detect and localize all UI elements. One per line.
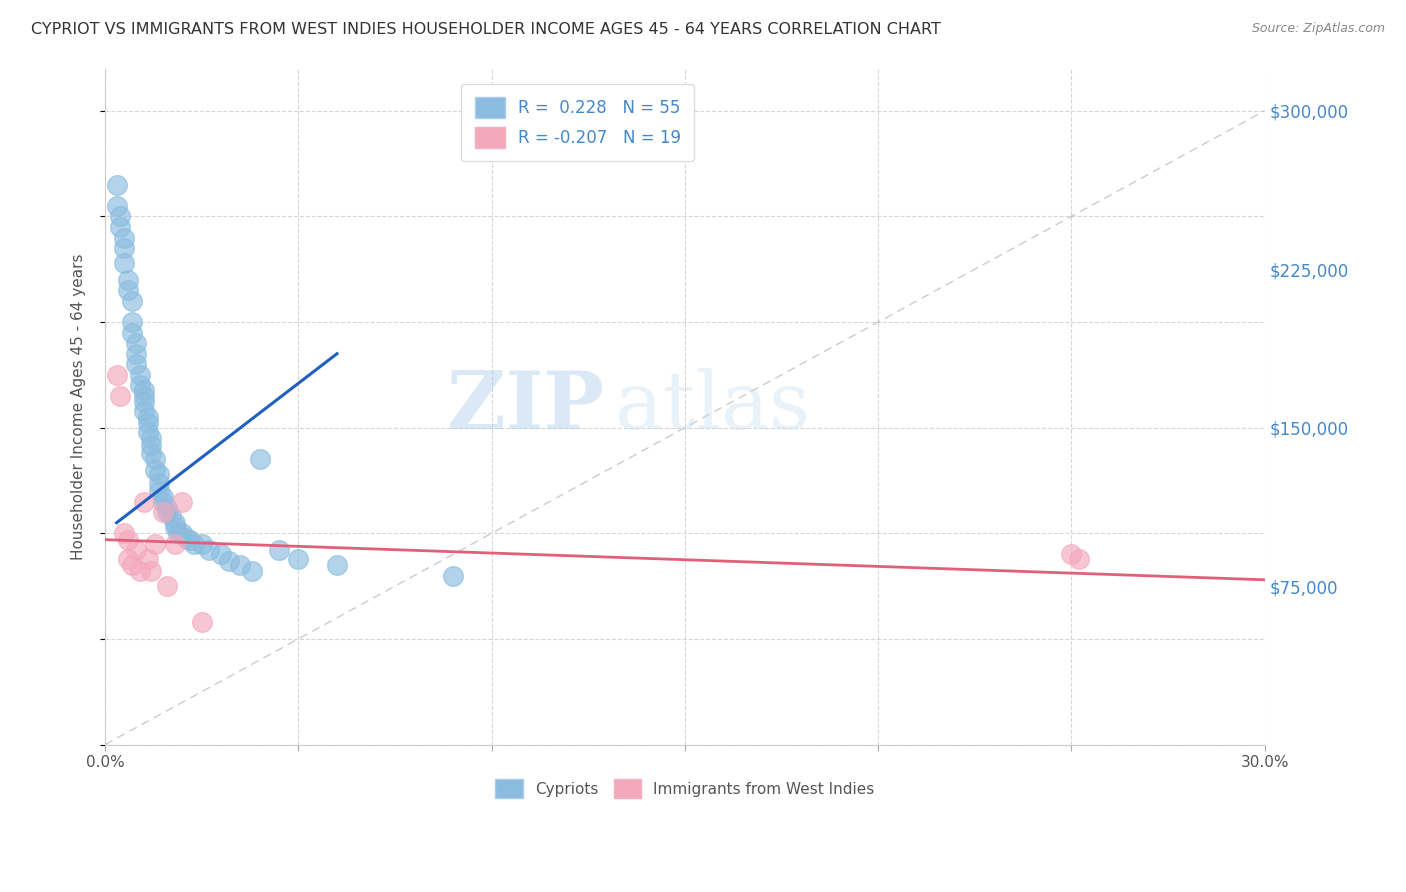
Point <box>136 417 159 431</box>
Point <box>152 505 174 519</box>
Point <box>229 558 252 572</box>
Point <box>125 543 148 558</box>
Point <box>136 551 159 566</box>
Point <box>163 520 186 534</box>
Point <box>190 615 212 629</box>
Point <box>117 551 139 566</box>
Point <box>132 395 155 409</box>
Point <box>125 336 148 351</box>
Point <box>105 178 128 192</box>
Point <box>267 543 290 558</box>
Point <box>117 284 139 298</box>
Point <box>148 467 170 482</box>
Point <box>198 543 221 558</box>
Point <box>121 558 143 572</box>
Point <box>441 568 464 582</box>
Point <box>132 404 155 418</box>
Point <box>143 463 166 477</box>
Text: Source: ZipAtlas.com: Source: ZipAtlas.com <box>1251 22 1385 36</box>
Point <box>141 565 163 579</box>
Point <box>141 437 163 451</box>
Point <box>110 389 132 403</box>
Point <box>287 551 309 566</box>
Point <box>148 475 170 490</box>
Point <box>156 505 179 519</box>
Text: CYPRIOT VS IMMIGRANTS FROM WEST INDIES HOUSEHOLDER INCOME AGES 45 - 64 YEARS COR: CYPRIOT VS IMMIGRANTS FROM WEST INDIES H… <box>31 22 941 37</box>
Text: ZIP: ZIP <box>447 368 603 446</box>
Point <box>105 199 128 213</box>
Point <box>218 554 240 568</box>
Point <box>163 516 186 530</box>
Point <box>167 526 190 541</box>
Point <box>141 446 163 460</box>
Point <box>132 383 155 397</box>
Point <box>121 293 143 308</box>
Text: atlas: atlas <box>616 368 810 446</box>
Point <box>110 219 132 234</box>
Point <box>112 241 135 255</box>
Point <box>128 378 150 392</box>
Point <box>143 537 166 551</box>
Point <box>183 537 205 551</box>
Point <box>143 452 166 467</box>
Point <box>125 357 148 371</box>
Point <box>132 494 155 508</box>
Point <box>136 410 159 425</box>
Point <box>172 494 194 508</box>
Point <box>148 484 170 499</box>
Point <box>152 491 174 505</box>
Point <box>125 347 148 361</box>
Point <box>159 509 181 524</box>
Point <box>117 533 139 547</box>
Point <box>1069 551 1091 566</box>
Point <box>240 565 263 579</box>
Point <box>112 230 135 244</box>
Point <box>179 533 201 547</box>
Point <box>1060 548 1083 562</box>
Point <box>163 537 186 551</box>
Point <box>249 452 271 467</box>
Y-axis label: Householder Income Ages 45 - 64 years: Householder Income Ages 45 - 64 years <box>72 253 86 560</box>
Point <box>156 500 179 515</box>
Point <box>156 579 179 593</box>
Point <box>105 368 128 382</box>
Point <box>121 315 143 329</box>
Point <box>326 558 349 572</box>
Legend: Cypriots, Immigrants from West Indies: Cypriots, Immigrants from West Indies <box>489 772 880 805</box>
Point <box>110 210 132 224</box>
Point <box>152 494 174 508</box>
Point <box>112 526 135 541</box>
Point <box>132 389 155 403</box>
Point <box>128 565 150 579</box>
Point <box>174 531 197 545</box>
Point <box>121 326 143 340</box>
Point <box>209 548 232 562</box>
Point <box>136 425 159 439</box>
Point <box>190 537 212 551</box>
Point <box>112 256 135 270</box>
Point <box>128 368 150 382</box>
Point <box>141 431 163 445</box>
Point <box>172 526 194 541</box>
Point <box>117 273 139 287</box>
